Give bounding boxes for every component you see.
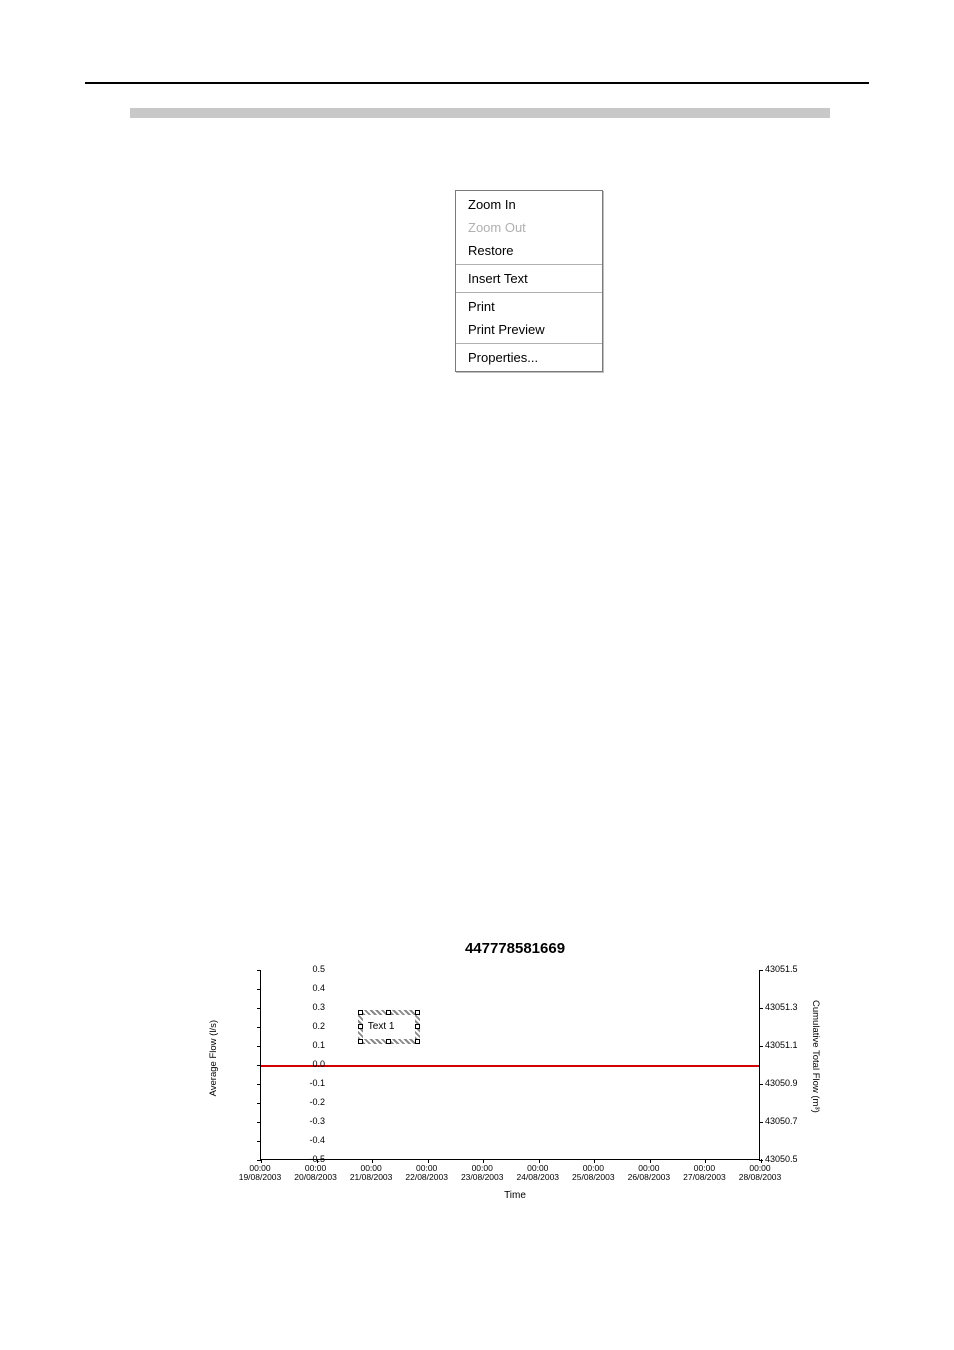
text-annotation-label: Text 1 xyxy=(368,1021,395,1032)
horizontal-rule xyxy=(85,82,869,84)
x-tick: 00:0022/08/2003 xyxy=(400,1164,454,1183)
x-tick: 00:0025/08/2003 xyxy=(566,1164,620,1183)
x-tick: 00:0026/08/2003 xyxy=(622,1164,676,1183)
x-tick: 00:0023/08/2003 xyxy=(455,1164,509,1183)
x-tick: 00:0027/08/2003 xyxy=(677,1164,731,1183)
menu-item-restore[interactable]: Restore xyxy=(456,239,602,262)
x-axis-label: Time xyxy=(200,1190,830,1201)
y-right-tick: 43050.7 xyxy=(765,1116,815,1126)
chart-plot-area[interactable]: Text 1 xyxy=(260,970,760,1160)
y-left-tick: 0.0 xyxy=(285,1059,325,1069)
y-axis-right-label: Cumulative Total Flow (m³) xyxy=(810,1000,821,1113)
y-left-tick: -0.4 xyxy=(285,1135,325,1145)
flow-chart: 447778581669 Text 1 Time Average Flow (l… xyxy=(200,940,830,1200)
y-left-tick: 0.1 xyxy=(285,1040,325,1050)
y-right-tick: 43051.5 xyxy=(765,964,815,974)
y-left-tick: 0.5 xyxy=(285,964,325,974)
y-axis-left-label: Average Flow (l/s) xyxy=(208,1020,219,1096)
menu-item-print[interactable]: Print xyxy=(456,295,602,318)
menu-item-insert-text[interactable]: Insert Text xyxy=(456,267,602,290)
y-left-tick: 0.4 xyxy=(285,983,325,993)
section-bar xyxy=(130,108,830,118)
text-annotation[interactable]: Text 1 xyxy=(358,1010,420,1044)
y-left-tick: -0.1 xyxy=(285,1078,325,1088)
y-left-tick: 0.3 xyxy=(285,1002,325,1012)
y-left-tick: -0.3 xyxy=(285,1116,325,1126)
menu-item-properties[interactable]: Properties... xyxy=(456,346,602,369)
x-tick: 00:0028/08/2003 xyxy=(733,1164,787,1183)
x-tick: 00:0021/08/2003 xyxy=(344,1164,398,1183)
y-right-tick: 43050.9 xyxy=(765,1078,815,1088)
menu-item-print-preview[interactable]: Print Preview xyxy=(456,318,602,341)
y-left-tick: 0.2 xyxy=(285,1021,325,1031)
y-right-tick: 43051.1 xyxy=(765,1040,815,1050)
flow-series-line xyxy=(261,1065,759,1067)
context-menu: Zoom InZoom OutRestoreInsert TextPrintPr… xyxy=(455,190,603,372)
x-tick: 00:0020/08/2003 xyxy=(289,1164,343,1183)
x-tick: 00:0024/08/2003 xyxy=(511,1164,565,1183)
chart-title: 447778581669 xyxy=(200,940,830,957)
y-left-tick: -0.2 xyxy=(285,1097,325,1107)
menu-item-zoom-in[interactable]: Zoom In xyxy=(456,193,602,216)
y-right-tick: 43051.3 xyxy=(765,1002,815,1012)
x-tick: 00:0019/08/2003 xyxy=(233,1164,287,1183)
y-right-tick: 43050.5 xyxy=(765,1154,815,1164)
menu-item-zoom-out: Zoom Out xyxy=(456,216,602,239)
